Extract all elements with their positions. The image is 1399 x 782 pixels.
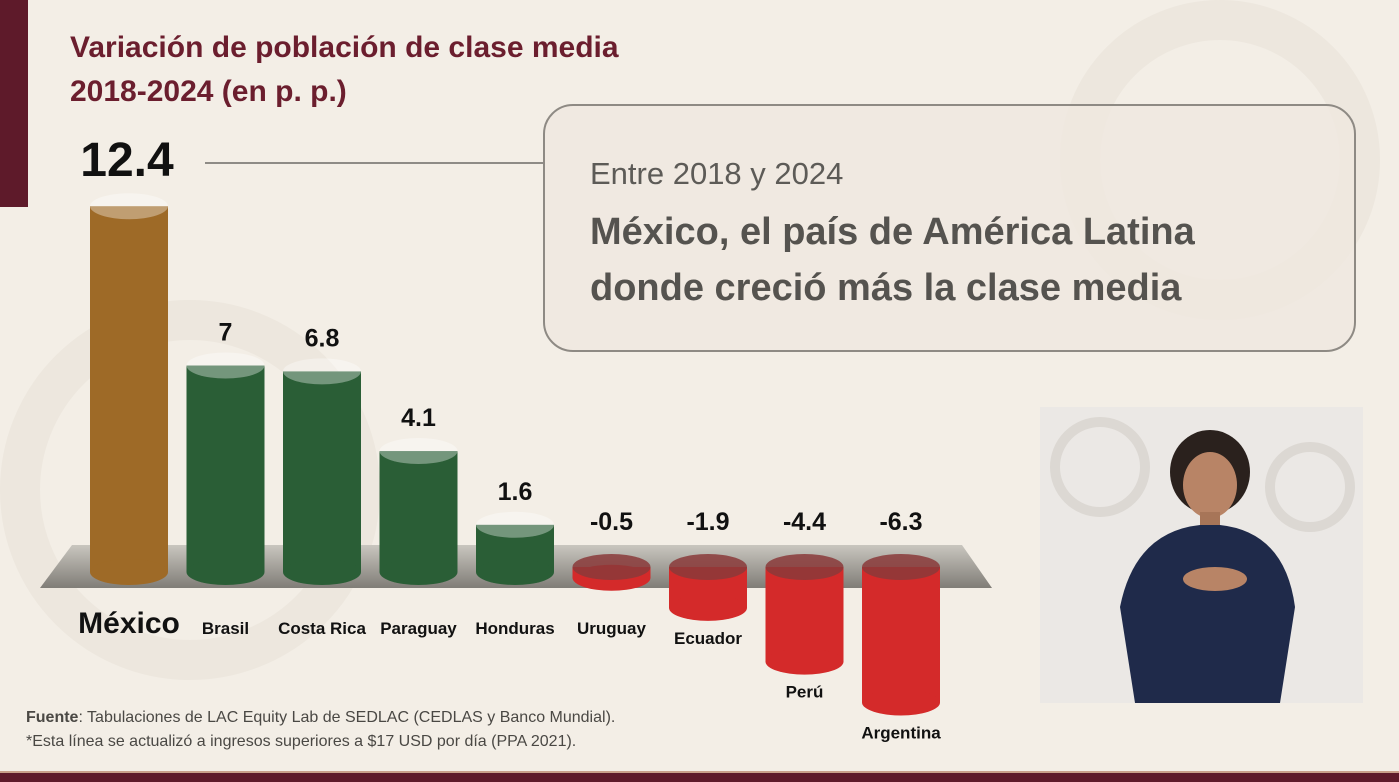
bar-brasil bbox=[186, 365, 265, 572]
bar-base-costa-rica bbox=[283, 559, 361, 585]
category-label-costa-rica: Costa Rica bbox=[278, 619, 366, 638]
title-line-2: 2018-2024 (en p. p.) bbox=[70, 75, 347, 108]
callout-box: Entre 2018 y 2024 México, el país de Amé… bbox=[543, 104, 1356, 352]
bar-base-argentina bbox=[862, 689, 940, 716]
footnote-note: *Esta línea se actualizó a ingresos supe… bbox=[26, 733, 577, 750]
category-label-ecuador: Ecuador bbox=[674, 629, 742, 648]
value-label-costa-rica: 6.8 bbox=[305, 324, 340, 352]
interpreter-figure bbox=[1040, 407, 1363, 703]
bar-peru bbox=[765, 567, 844, 662]
value-label-argentina: -6.3 bbox=[879, 508, 922, 536]
value-label-mexico: 12.4 bbox=[80, 134, 174, 187]
bar-base-honduras bbox=[476, 559, 554, 585]
title-line-1: Variación de población de clase media bbox=[70, 31, 619, 64]
source-label: Fuente bbox=[26, 709, 79, 726]
value-label-honduras: 1.6 bbox=[498, 478, 533, 506]
bar-base-paraguay bbox=[379, 559, 458, 585]
value-label-peru: -4.4 bbox=[783, 508, 826, 536]
callout-headline-line-1: México, el país de América Latina bbox=[590, 211, 1195, 253]
source-text: : Tabulaciones de LAC Equity Lab de SEDL… bbox=[78, 709, 616, 726]
chart-title: Variación de población de clase media 20… bbox=[70, 26, 619, 114]
bar-argentina bbox=[862, 567, 940, 703]
category-label-argentina: Argentina bbox=[861, 723, 941, 742]
bar-top-peru bbox=[765, 554, 844, 580]
category-label-paraguay: Paraguay bbox=[380, 619, 457, 638]
bar-top-paraguay bbox=[379, 438, 458, 465]
bar-top-costa-rica bbox=[283, 358, 361, 385]
brand-strip bbox=[0, 0, 28, 207]
bar-top-argentina bbox=[862, 554, 940, 580]
sign-language-interpreter-video bbox=[1040, 407, 1363, 703]
value-label-paraguay: 4.1 bbox=[401, 404, 436, 432]
bar-base-peru bbox=[765, 648, 844, 675]
category-label-peru: Perú bbox=[786, 683, 824, 702]
category-label-brasil: Brasil bbox=[202, 619, 249, 638]
bar-mexico bbox=[90, 206, 168, 572]
bar-paraguay bbox=[379, 451, 458, 572]
bar-base-brasil bbox=[186, 559, 265, 585]
bar-top-uruguay bbox=[572, 554, 651, 580]
footnote: Fuente: Tabulaciones de LAC Equity Lab d… bbox=[26, 706, 615, 754]
category-label-mexico: México bbox=[78, 607, 180, 640]
brand-strip-bottom bbox=[0, 771, 1399, 782]
category-label-honduras: Honduras bbox=[475, 619, 554, 638]
bar-base-ecuador bbox=[669, 594, 747, 621]
bar-chart: 12.4 México 7 Brasil 6.8 Costa Rica 4.1 Paragua… bbox=[40, 134, 992, 742]
callout-headline-line-2: donde creció más la clase media bbox=[590, 267, 1182, 309]
value-label-brasil: 7 bbox=[219, 319, 233, 347]
value-label-ecuador: -1.9 bbox=[686, 508, 729, 536]
bar-costa-rica bbox=[283, 371, 361, 572]
bar-top-honduras bbox=[476, 511, 554, 538]
callout-subtitle: Entre 2018 y 2024 bbox=[590, 156, 844, 191]
value-label-uruguay: -0.5 bbox=[590, 508, 633, 536]
bar-top-ecuador bbox=[669, 554, 747, 580]
category-label-uruguay: Uruguay bbox=[577, 619, 647, 638]
callout-headline: México, el país de América Latina donde … bbox=[590, 204, 1330, 316]
bar-top-brasil bbox=[186, 352, 265, 379]
bar-top-mexico bbox=[90, 193, 168, 220]
bar-base-mexico bbox=[90, 559, 168, 585]
